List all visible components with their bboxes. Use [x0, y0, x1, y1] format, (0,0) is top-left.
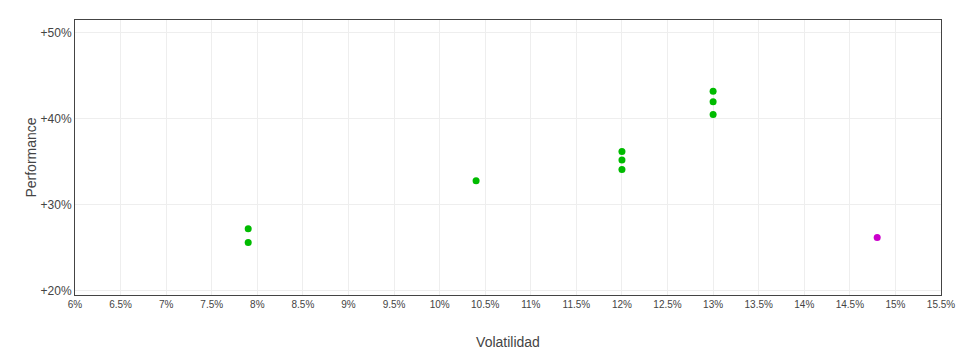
svg-text:11%: 11% [521, 299, 540, 310]
svg-text:+40%: +40% [41, 112, 72, 126]
svg-text:13%: 13% [703, 299, 723, 310]
svg-text:12%: 12% [612, 299, 632, 310]
svg-text:13.5%: 13.5% [745, 299, 773, 310]
svg-text:14%: 14% [794, 299, 814, 310]
svg-text:10.5%: 10.5% [471, 299, 499, 310]
svg-text:10%: 10% [430, 299, 450, 310]
svg-text:7%: 7% [159, 299, 174, 310]
svg-text:12.5%: 12.5% [653, 299, 681, 310]
svg-text:+20%: +20% [41, 284, 72, 298]
svg-text:15%: 15% [885, 299, 905, 310]
svg-text:14.5%: 14.5% [836, 299, 864, 310]
svg-text:+30%: +30% [41, 198, 72, 212]
svg-text:9%: 9% [341, 299, 356, 310]
svg-text:8%: 8% [250, 299, 265, 310]
svg-text:8.5%: 8.5% [291, 299, 314, 310]
svg-text:+50%: +50% [41, 26, 72, 40]
svg-text:9.5%: 9.5% [383, 299, 406, 310]
svg-text:Performance: Performance [23, 117, 39, 197]
svg-text:6%: 6% [68, 299, 83, 310]
svg-text:Volatilidad: Volatilidad [476, 334, 540, 350]
svg-text:15.5%: 15.5% [927, 299, 955, 310]
svg-text:7.5%: 7.5% [200, 299, 223, 310]
svg-text:6.5%: 6.5% [109, 299, 132, 310]
svg-text:11.5%: 11.5% [563, 299, 591, 310]
